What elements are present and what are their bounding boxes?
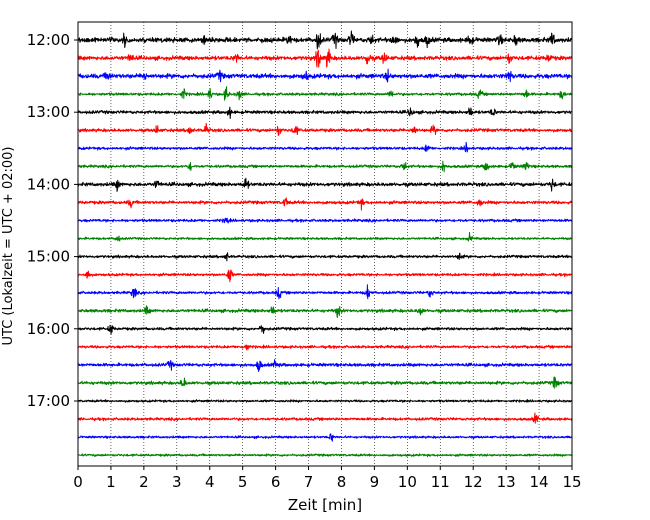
x-tick-label: 7 [304,473,314,491]
y-tick-label: 15:00 [27,248,70,266]
x-tick-label: 5 [238,473,248,491]
y-tick-label: 17:00 [27,392,70,410]
seismic-trace [77,177,573,192]
x-tick-label: 1 [106,473,116,491]
y-axis: 12:00 13:00 14:00 15:00 16:00 17:00 [27,31,78,410]
x-tick-label: 10 [398,473,417,491]
x-tick-label: 12 [464,473,483,491]
seismic-trace [77,231,573,242]
x-tick-label: 4 [205,473,215,491]
y-tick-label: 12:00 [27,31,70,49]
seismic-trace [77,269,573,283]
seismic-trace [77,68,573,83]
x-tick-label: 2 [139,473,149,491]
seismic-trace [77,305,573,318]
seismic-trace [77,412,573,424]
x-tick-label: 13 [497,473,516,491]
seismic-trace [77,160,573,173]
seismic-trace [77,141,573,153]
seismic-trace [77,86,573,101]
seismic-trace [77,344,573,351]
y-axis-label: UTC (Lokalzeit = UTC + 02:00) [1,147,16,346]
seismic-trace [77,197,573,211]
seismic-trace [77,122,573,136]
y-tick-label: 16:00 [27,320,70,338]
plot-frame [77,21,573,467]
x-tick-label: 9 [370,473,380,491]
x-tick-label: 0 [73,473,83,491]
seismic-trace [77,30,573,50]
y-tick-label: 14:00 [27,175,70,193]
seismic-trace [77,433,573,442]
x-axis: 0 1 2 3 4 5 6 7 8 9 10 11 12 13 14 15 [73,466,582,491]
seismic-trace [77,376,573,389]
seismic-trace [77,324,573,335]
seismic-trace [77,252,573,262]
seismic-trace [77,398,573,403]
seismic-trace [77,106,573,119]
x-tick-label: 8 [337,473,347,491]
seismic-trace [77,359,573,372]
x-tick-label: 6 [271,473,281,491]
seismic-trace [77,217,573,224]
trace-group [77,30,573,458]
x-tick-label: 15 [562,473,581,491]
x-grid [110,22,540,466]
seismic-trace [77,48,573,68]
y-tick-label: 13:00 [27,103,70,121]
seismic-trace [77,453,573,458]
x-tick-label: 3 [172,473,182,491]
seismic-trace [77,284,573,300]
x-tick-label: 14 [530,473,549,491]
x-axis-label: Zeit [min] [288,496,362,514]
x-tick-label: 11 [431,473,450,491]
